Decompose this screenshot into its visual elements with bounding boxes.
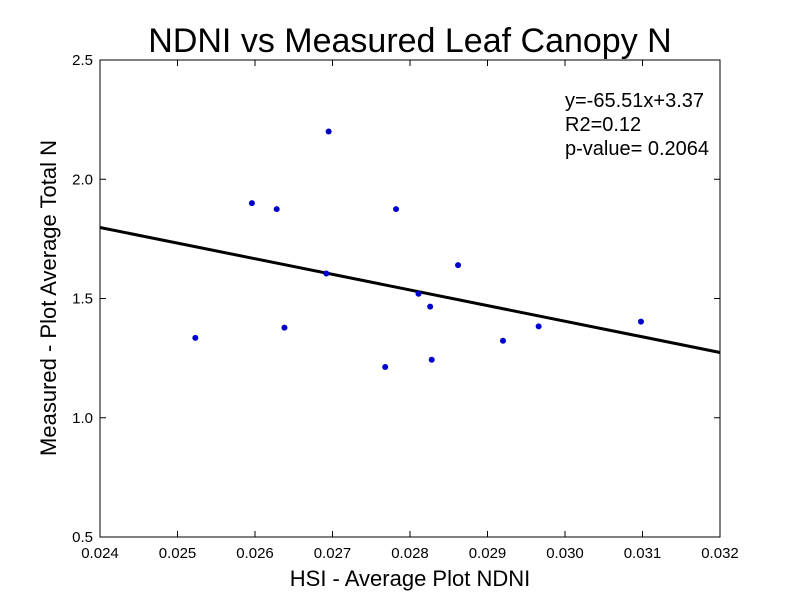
x-tick-label: 0.028 bbox=[391, 545, 429, 562]
y-tick-label: 2.5 bbox=[72, 52, 93, 69]
y-tick-label: 2.0 bbox=[72, 171, 93, 188]
y-axis-label: Measured - Plot Average Total N bbox=[36, 140, 61, 456]
scatter-point bbox=[500, 337, 506, 344]
annotation-equation: y=-65.51x+3.37 bbox=[565, 90, 704, 112]
x-tick-label: 0.027 bbox=[314, 545, 352, 562]
scatter-point bbox=[192, 334, 199, 341]
scatter-point bbox=[382, 363, 389, 370]
scatter-point bbox=[428, 356, 435, 363]
x-tick-label: 0.026 bbox=[236, 545, 274, 562]
scatter-point bbox=[323, 270, 330, 277]
x-tick-label: 0.031 bbox=[624, 545, 662, 562]
chart-title: NDNI vs Measured Leaf Canopy N bbox=[148, 22, 671, 60]
y-tick-label: 1.5 bbox=[72, 291, 93, 308]
scatter-point bbox=[325, 128, 332, 135]
y-axis-ticks: 0.5 1.0 1.5 2.0 2.5 bbox=[72, 52, 720, 546]
x-tick-label: 0.025 bbox=[159, 545, 197, 562]
y-tick-label: 1.0 bbox=[72, 410, 93, 427]
x-axis-label: HSI - Average Plot NDNI bbox=[290, 566, 530, 591]
x-axis-ticks: 0.024 0.025 0.026 0.027 0.028 0.029 0.030 0.031… bbox=[81, 60, 739, 562]
x-tick-label: 0.029 bbox=[469, 545, 507, 562]
scatter-point bbox=[248, 200, 255, 207]
scatter-point bbox=[393, 206, 400, 213]
scatter-point bbox=[273, 206, 280, 213]
annotation-r2: R2=0.12 bbox=[565, 114, 641, 136]
scatter-point bbox=[415, 290, 422, 297]
scatter-point bbox=[281, 324, 288, 331]
fit-line-group bbox=[99, 226, 721, 354]
scatter-point bbox=[455, 262, 462, 269]
scatter-point bbox=[535, 323, 542, 330]
annotation-pvalue: p-value= 0.2064 bbox=[565, 138, 709, 160]
regression-annotation: y=-65.51x+3.37 R2=0.12 p-value= 0.2064 bbox=[565, 90, 709, 160]
x-tick-label: 0.030 bbox=[546, 545, 584, 562]
y-tick-label: 0.5 bbox=[72, 529, 93, 546]
x-tick-label: 0.024 bbox=[81, 545, 119, 562]
regression-line bbox=[99, 226, 721, 354]
scatter-point bbox=[637, 318, 644, 325]
points-group bbox=[192, 128, 644, 370]
plot-area: 0.024 0.025 0.026 0.027 0.028 0.029 0.030 0.031… bbox=[72, 52, 739, 562]
x-tick-label: 0.032 bbox=[701, 545, 739, 562]
scatter-point bbox=[427, 303, 434, 310]
